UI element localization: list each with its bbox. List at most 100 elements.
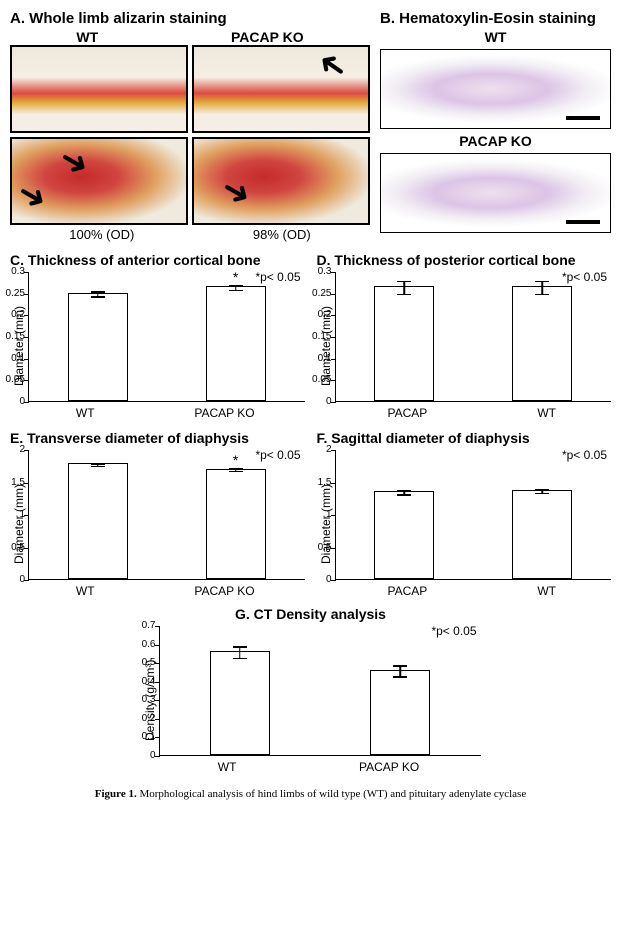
chart-c-plot: *p< 0.05 00.050.10.150.20.250.3*	[28, 272, 305, 402]
ytick-label: 0.2	[126, 713, 156, 724]
ytick-mark	[331, 483, 336, 484]
error-cap	[229, 471, 243, 473]
ytick-label: 0.2	[302, 309, 332, 320]
panel-a-od-row: 100% (OD) 98% (OD)	[10, 227, 370, 242]
chart-g-title: G. CT Density analysis	[141, 606, 481, 622]
ytick-mark	[24, 515, 29, 516]
error-cap	[91, 463, 105, 465]
error-bar	[400, 665, 402, 676]
chart-g-plot: *p< 0.05 00.10.20.30.40.50.60.7	[159, 626, 481, 756]
panel-a-subheads: WT PACAP KO	[10, 29, 370, 45]
chart-f: F. Sagittal diameter of diaphysis Diamet…	[317, 430, 612, 598]
chart-f-xlabels: PACAPWT	[333, 584, 612, 598]
ytick-label: 1.5	[302, 477, 332, 488]
error-bar	[541, 281, 543, 294]
panel-a-grid: ➜ ➜ ➜ ➜	[10, 45, 370, 225]
ytick-label: 0.1	[0, 353, 25, 364]
error-cap	[91, 296, 105, 298]
bar	[370, 670, 430, 755]
caption-text: Morphological analysis of hind limbs of …	[137, 788, 526, 800]
chart-g-xlabels: WTPACAP KO	[157, 760, 481, 774]
ytick-mark	[24, 380, 29, 381]
ytick-mark	[331, 580, 336, 581]
ytick-label: 0.1	[302, 353, 332, 364]
ytick-mark	[331, 402, 336, 403]
ytick-mark	[155, 626, 160, 627]
error-cap	[393, 676, 407, 678]
chart-e-title: E. Transverse diameter of diaphysis	[10, 430, 305, 446]
ytick-label: 0.1	[126, 731, 156, 742]
xtick-label: PACAP KO	[194, 406, 254, 420]
chart-d-xlabels: PACAPWT	[333, 406, 612, 420]
bar	[68, 463, 128, 579]
arrow-icon: ➜	[310, 45, 353, 88]
xtick-label: WT	[537, 406, 556, 420]
error-cap	[535, 294, 549, 296]
sig-label: *p< 0.05	[255, 448, 300, 462]
ytick-mark	[155, 645, 160, 646]
caption-bold: Figure 1.	[95, 788, 137, 800]
ytick-mark	[331, 548, 336, 549]
ytick-label: 0	[0, 574, 25, 585]
ytick-mark	[155, 700, 160, 701]
ytick-label: 2	[302, 444, 332, 455]
ytick-label: 0	[302, 396, 332, 407]
panel-b-img-wt	[380, 49, 611, 129]
error-cap	[229, 468, 243, 470]
panel-a-col-ko: PACAP KO	[231, 29, 304, 45]
panel-b-sub-ko: PACAP KO	[380, 133, 611, 149]
error-cap	[397, 294, 411, 296]
ytick-mark	[331, 294, 336, 295]
ytick-label: 1	[0, 509, 25, 520]
figure-caption: Figure 1. Morphological analysis of hind…	[10, 788, 611, 800]
xtick-label: PACAP KO	[194, 584, 254, 598]
ytick-label: 0.5	[126, 657, 156, 668]
sig-label: *p< 0.05	[562, 448, 607, 462]
error-cap	[535, 281, 549, 283]
error-bar	[404, 281, 406, 294]
bar	[374, 286, 434, 401]
xtick-label: WT	[218, 760, 237, 774]
panel-b-sub-wt: WT	[380, 29, 611, 45]
ytick-mark	[331, 272, 336, 273]
xtick-label: WT	[76, 406, 95, 420]
ytick-label: 1	[302, 509, 332, 520]
sig-star: *	[233, 452, 238, 468]
error-cap	[91, 466, 105, 468]
panel-a: A. Whole limb alizarin staining WT PACAP…	[10, 10, 370, 242]
chart-c-title: C. Thickness of anterior cortical bone	[10, 252, 305, 268]
chart-g: G. CT Density analysis Density (g/cm³) *…	[141, 606, 481, 774]
bar	[68, 293, 128, 401]
sig-label: *p< 0.05	[431, 624, 476, 638]
bar	[512, 286, 572, 401]
ytick-mark	[155, 719, 160, 720]
chart-c-xlabels: WT PACAP KO	[26, 406, 305, 420]
error-cap	[397, 490, 411, 492]
ytick-label: 0.3	[0, 266, 25, 277]
ytick-label: 0.6	[126, 639, 156, 650]
chart-d-plot: *p< 0.05 00.050.10.150.20.250.3	[335, 272, 612, 402]
bar	[210, 651, 270, 755]
chart-e-xlabels: WTPACAP KO	[26, 584, 305, 598]
ytick-mark	[24, 580, 29, 581]
ytick-label: 0	[0, 396, 25, 407]
ytick-mark	[155, 737, 160, 738]
error-cap	[229, 285, 243, 287]
bar	[374, 491, 434, 579]
ytick-label: 0.05	[302, 374, 332, 385]
ytick-mark	[24, 483, 29, 484]
error-cap	[535, 493, 549, 495]
ytick-mark	[24, 337, 29, 338]
scale-bar	[566, 220, 600, 224]
ytick-label: 0.5	[0, 542, 25, 553]
ytick-mark	[24, 272, 29, 273]
ytick-mark	[331, 337, 336, 338]
sig-star: *	[233, 269, 238, 285]
chart-d: D. Thickness of posterior cortical bone …	[317, 252, 612, 420]
scale-bar	[566, 116, 600, 120]
od-ko: 98% (OD)	[253, 227, 311, 242]
error-cap	[535, 489, 549, 491]
error-cap	[393, 665, 407, 667]
chart-d-title: D. Thickness of posterior cortical bone	[317, 252, 612, 268]
error-cap	[233, 658, 247, 660]
